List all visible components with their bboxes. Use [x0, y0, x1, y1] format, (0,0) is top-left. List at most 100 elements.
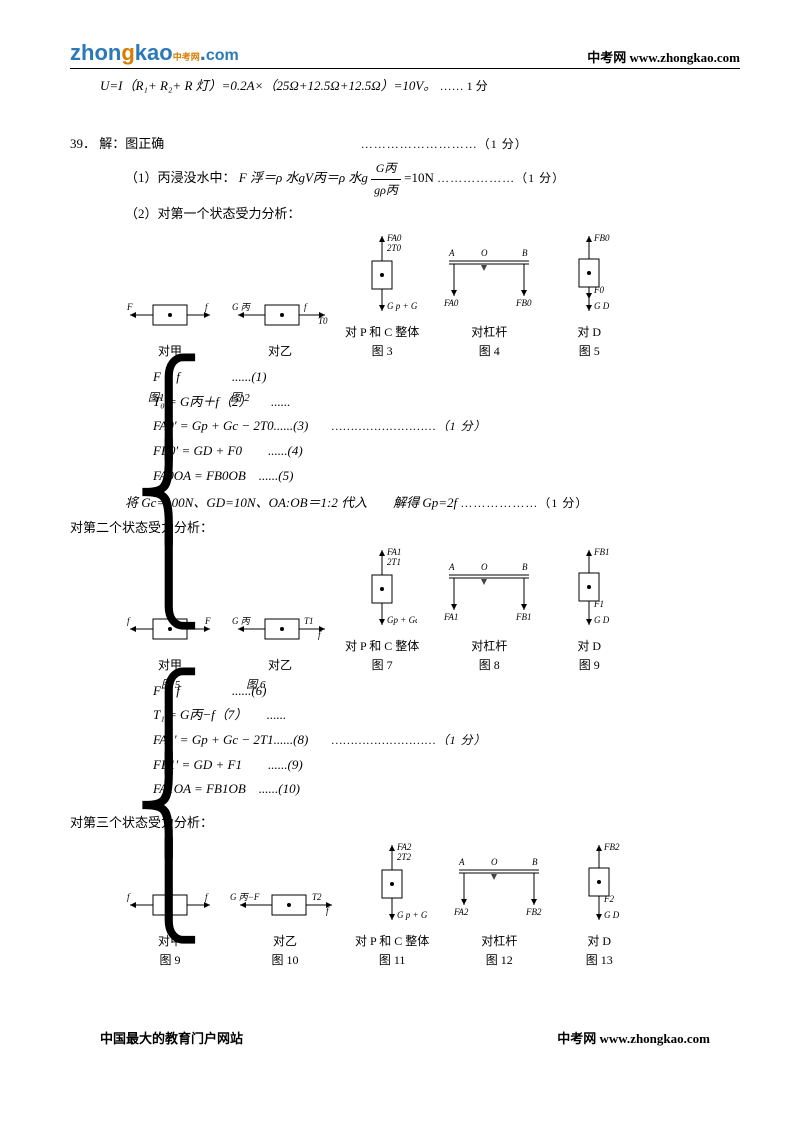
svg-text:T0: T0 [318, 316, 328, 326]
logo-small: 中考网 [173, 52, 200, 62]
svg-text:G D: G D [604, 910, 620, 920]
diagram-5: FB0 F0 G D 对 D 图 5 [559, 231, 619, 359]
score: ………………………（1 分） [361, 137, 528, 151]
block-diagram-icon: F f [125, 290, 215, 340]
fig-num: 图 13 [569, 951, 629, 968]
header-right: 中考网 www.zhongkao.com [587, 47, 740, 66]
lever-diagram-icon: A O B FA0 FB0 [434, 231, 544, 321]
fig-num: 图 7 [345, 656, 419, 673]
svg-text:FB1: FB1 [515, 612, 532, 622]
diagram-4: A O B FA0 FB0 对杠杆 图 4 [434, 231, 544, 359]
diagram-5: FB1 F1 G D 对 D 图 9 [559, 545, 619, 673]
body-diagram-icon: FB1 F1 G D [559, 545, 619, 635]
eq: FB1′ = GD + F1 ......(9) [153, 753, 740, 778]
caption: 对乙 [230, 656, 330, 673]
svg-text:F: F [204, 616, 211, 626]
svg-text:G p + Gc: G p + Gc [397, 910, 427, 920]
score: ………………（1 分） [437, 171, 565, 185]
q-title: 解：图正确 [99, 136, 164, 151]
q39-line: 39． 解：图正确 ………………………（1 分） [70, 133, 740, 155]
svg-text:FB0: FB0 [593, 233, 610, 243]
svg-text:O: O [491, 857, 498, 867]
body-diagram-icon: FB2 F2 G D [569, 840, 629, 930]
caption: 对 P 和 C 整体 [345, 637, 419, 654]
logo-part: g [121, 40, 134, 65]
svg-text:2T1: 2T1 [387, 557, 401, 567]
svg-text:FB2: FB2 [525, 907, 542, 917]
svg-text:FA2: FA2 [453, 907, 469, 917]
svg-text:f: f [127, 892, 131, 902]
diagram-row-2: f F 对甲 G 丙 T1 f 对乙 FA1 [125, 545, 740, 673]
lever-diagram-icon: A O B FA2 FB2 [444, 840, 554, 930]
svg-text:A: A [448, 562, 455, 572]
label: （1）丙浸没水中： [125, 170, 236, 185]
svg-text:A: A [448, 248, 455, 258]
svg-text:FB0: FB0 [515, 298, 532, 308]
diagram-2: G 丙−F T2 f 对乙 图 10 [230, 880, 340, 968]
diagram-2: G 丙 f T0 对乙 [230, 290, 330, 359]
svg-text:B: B [532, 857, 538, 867]
fig-label: 图 5 图 6 [161, 675, 266, 696]
svg-text:G 丙−F: G 丙−F [230, 892, 260, 902]
logo-com: com [206, 47, 239, 64]
caption: 对杠杆 [434, 323, 544, 340]
svg-text:G 丙: G 丙 [232, 616, 252, 626]
eq: T₁ = G丙−f（7） ...... [153, 703, 740, 728]
diagram-3: FA1 2T1 Gp + Gc 对 P 和 C 整体 图 7 [345, 545, 419, 673]
equation-block-2: ⎧⎨⎩ F = f ......(6) 图 5 图 6 T₁ = G丙−f（7）… [135, 679, 740, 802]
formula: F 浮＝ρ 水gV丙＝ρ 水g [239, 170, 368, 185]
diagram-row-3: f f 对甲 图 9 G 丙−F T2 f 对乙 图 10 [125, 840, 740, 968]
svg-text:G D: G D [594, 301, 610, 311]
score: …… 1 分 [440, 79, 488, 93]
svg-text:G p + Gc: G p + Gc [387, 301, 417, 311]
svg-text:2T0: 2T0 [387, 243, 402, 253]
svg-text:f: f [127, 616, 131, 626]
fig-num: 图 10 [230, 951, 340, 968]
svg-text:2T2: 2T2 [397, 852, 412, 862]
eq: F = f ......(6) 图 5 图 6 [153, 679, 740, 704]
caption: 对杠杆 [444, 932, 554, 949]
caption: 对 P 和 C 整体 [345, 323, 419, 340]
caption: 对乙 [230, 342, 330, 359]
caption: 对甲 [125, 656, 215, 673]
eq: FA0′ = Gp + Gc − 2T0......(3) ………………………（… [153, 414, 740, 439]
diagram-4: A O B FA1 FB1 对杠杆 图 8 [434, 545, 544, 673]
lever-diagram-icon: A O B FA1 FB1 [434, 545, 544, 635]
footer-right: 中考网 www.zhongkao.com [557, 1028, 710, 1047]
svg-text:O: O [481, 562, 488, 572]
svg-text:FA1: FA1 [443, 612, 458, 622]
top-equation: U=I（R₁+ R₂+ R 灯）=0.2A×（25Ω+12.5Ω+12.5Ω）=… [70, 75, 740, 97]
svg-text:FA2: FA2 [396, 842, 412, 852]
svg-text:B: B [522, 248, 528, 258]
svg-text:F1: F1 [593, 599, 604, 609]
caption: 对 D [569, 932, 629, 949]
caption: 对 P 和 C 整体 [355, 932, 429, 949]
score: ………………（1 分） [460, 496, 588, 510]
body-diagram-icon: FA0 2T0 G p + Gc [347, 231, 417, 321]
eq: T₀ = G丙＋f（2） ...... 图1 图 2 [153, 390, 740, 415]
eq: FA0OA = FB0OB ......(5) [153, 464, 740, 489]
svg-text:f: f [205, 892, 209, 902]
fig-num: 图 8 [434, 656, 544, 673]
block-diagram-icon: G 丙 T1 f [230, 604, 330, 654]
diagram-2: G 丙 T1 f 对乙 [230, 604, 330, 673]
logo-part: zhon [70, 40, 121, 65]
diagram-4: A O B FA2 FB2 对杠杆 图 12 [444, 840, 554, 968]
fig-label: 图1 图 2 [148, 388, 250, 409]
page-header: zhongkao中考网.com 中考网 www.zhongkao.com [70, 40, 740, 69]
svg-text:FA0: FA0 [443, 298, 459, 308]
svg-text:F2: F2 [603, 894, 614, 904]
diagram-3: FA2 2T2 G p + Gc 对 P 和 C 整体 图 11 [355, 840, 429, 968]
brace-icon: ⎧⎨⎩ [135, 679, 203, 936]
caption: 对乙 [230, 932, 340, 949]
svg-text:FA1: FA1 [386, 547, 401, 557]
eq: FB0′ = GD + F0 ......(4) [153, 439, 740, 464]
numerator: G丙 [371, 158, 401, 179]
fig-num: 图 9 [125, 951, 215, 968]
page: zhongkao中考网.com 中考网 www.zhongkao.com U=I… [0, 0, 800, 1077]
svg-text:FA0: FA0 [386, 233, 402, 243]
q39-p1: （1）丙浸没水中： F 浮＝ρ 水gV丙＝ρ 水g G丙 gρ丙 =10N ……… [70, 158, 740, 200]
caption: 对 D [559, 323, 619, 340]
block-diagram-icon: G 丙 f T0 [230, 290, 330, 340]
diagram-3: FA0 2T0 G p + Gc 对 P 和 C 整体 图 3 [345, 231, 419, 359]
